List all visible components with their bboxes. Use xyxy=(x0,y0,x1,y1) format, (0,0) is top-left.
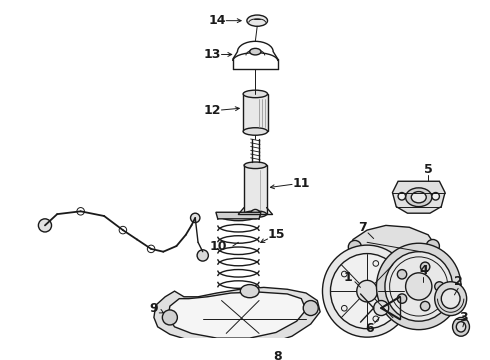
Ellipse shape xyxy=(406,188,432,207)
Circle shape xyxy=(397,270,407,279)
Text: 6: 6 xyxy=(366,322,374,335)
Circle shape xyxy=(197,250,208,261)
Circle shape xyxy=(191,213,200,222)
Ellipse shape xyxy=(411,192,426,203)
Ellipse shape xyxy=(243,128,268,135)
Polygon shape xyxy=(392,181,445,213)
Ellipse shape xyxy=(243,90,268,98)
Ellipse shape xyxy=(376,243,461,330)
Text: 9: 9 xyxy=(149,302,158,315)
Text: 8: 8 xyxy=(273,350,282,360)
Ellipse shape xyxy=(435,282,466,316)
Polygon shape xyxy=(154,287,320,346)
Text: 10: 10 xyxy=(210,239,227,253)
Text: 11: 11 xyxy=(293,177,310,190)
Circle shape xyxy=(432,193,440,200)
Polygon shape xyxy=(216,296,261,302)
Circle shape xyxy=(426,239,440,253)
Polygon shape xyxy=(350,225,436,273)
Text: 7: 7 xyxy=(358,221,367,234)
Circle shape xyxy=(374,301,389,316)
Circle shape xyxy=(397,294,407,303)
Ellipse shape xyxy=(247,15,268,26)
Text: 12: 12 xyxy=(203,104,221,117)
Ellipse shape xyxy=(385,252,453,321)
Text: 13: 13 xyxy=(203,48,221,61)
Polygon shape xyxy=(168,292,306,338)
Ellipse shape xyxy=(453,318,469,336)
Ellipse shape xyxy=(456,322,465,332)
Circle shape xyxy=(348,240,362,253)
Circle shape xyxy=(420,262,430,271)
Ellipse shape xyxy=(244,211,267,217)
Text: 5: 5 xyxy=(424,163,433,176)
Ellipse shape xyxy=(406,273,432,300)
Text: 1: 1 xyxy=(344,271,353,284)
Circle shape xyxy=(303,301,318,316)
Polygon shape xyxy=(243,94,268,131)
Ellipse shape xyxy=(244,162,267,168)
Text: 3: 3 xyxy=(460,311,468,324)
Text: 14: 14 xyxy=(208,14,225,27)
Circle shape xyxy=(162,310,177,325)
Ellipse shape xyxy=(357,280,377,302)
Circle shape xyxy=(420,301,430,311)
Circle shape xyxy=(251,210,260,219)
Ellipse shape xyxy=(441,289,460,309)
Circle shape xyxy=(435,282,444,291)
Polygon shape xyxy=(244,165,267,214)
Text: 2: 2 xyxy=(454,275,463,288)
Text: 4: 4 xyxy=(419,264,428,277)
Ellipse shape xyxy=(330,253,404,329)
Circle shape xyxy=(398,193,406,200)
Ellipse shape xyxy=(240,284,259,298)
Circle shape xyxy=(38,219,51,232)
Ellipse shape xyxy=(322,245,412,337)
Text: 15: 15 xyxy=(267,228,285,241)
Ellipse shape xyxy=(250,48,261,55)
Polygon shape xyxy=(216,212,261,219)
